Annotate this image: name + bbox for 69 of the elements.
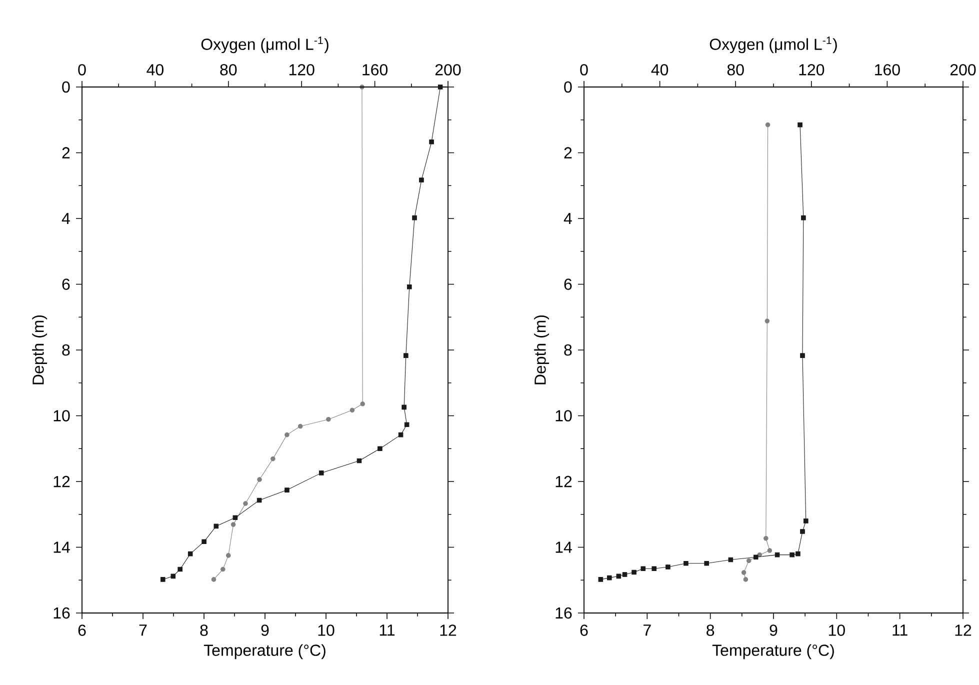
x2-tick-label: 40	[651, 64, 668, 76]
x2-axis-title: Oxygen (μmol L$^{-1}$)	[201, 36, 328, 54]
x-tick-label: 11	[380, 624, 395, 636]
y-tick-label: 8	[564, 344, 572, 356]
point	[298, 424, 303, 429]
x2-tick-label: 40	[146, 64, 164, 76]
point	[360, 402, 366, 406]
x-tick-label: 8	[706, 624, 714, 636]
x-tick-label: 10	[828, 624, 845, 636]
y-axis-title: Depth (m)	[32, 315, 48, 384]
y-tick-label: 4	[564, 213, 572, 224]
y-tick-label: 8	[62, 344, 70, 356]
x-tick-label: 8	[200, 624, 208, 636]
x2-tick-label: 200	[435, 64, 461, 76]
point	[764, 318, 770, 324]
point	[211, 577, 216, 582]
y-tick-label: 10	[556, 410, 572, 422]
point	[243, 501, 248, 506]
x2-tick-label: 80	[727, 64, 744, 76]
x-tick-label: 11	[892, 624, 908, 636]
point	[741, 570, 746, 575]
y-tick-label: 16	[556, 607, 572, 619]
y-tick-label: 0	[564, 81, 572, 93]
point	[284, 432, 290, 438]
y-tick-label: 2	[564, 147, 572, 158]
x-axis-title: Temperature (°C)	[712, 644, 834, 660]
y-tick-label: 16	[54, 607, 70, 619]
y-tick-label: 4	[62, 213, 70, 224]
point	[270, 456, 276, 462]
y-tick-label: 12	[556, 476, 572, 488]
x2-tick-label: 0	[580, 64, 588, 76]
x-tick-label: 7	[139, 624, 147, 636]
x-tick-label: 6	[78, 624, 86, 636]
x-tick-label: 9	[261, 624, 269, 636]
y-axis-title: Depth (m)	[534, 315, 550, 384]
x-tick-label: 10	[318, 624, 334, 636]
x-axis-title: Temperature (°C)	[204, 644, 326, 660]
x-tick-label: 7	[644, 624, 651, 636]
x-tick-label: 12	[440, 624, 456, 636]
point	[764, 536, 768, 541]
x-tick-label: 6	[580, 624, 588, 636]
point	[767, 548, 772, 553]
x2-tick-label: 0	[78, 64, 86, 76]
y-tick-label: 6	[62, 278, 70, 290]
y-tick-label: 6	[564, 278, 572, 290]
x2-tick-label: 120	[799, 64, 824, 76]
point	[743, 577, 748, 582]
x2-tick-label: 160	[875, 64, 900, 76]
x2-axis-title: Oxygen (μmol L$^{-1}$)	[710, 36, 837, 54]
x2-tick-label: 200	[950, 64, 976, 76]
x2-tick-label: 80	[220, 64, 237, 76]
y-tick-label: 14	[556, 542, 572, 553]
point	[220, 566, 226, 572]
x2-tick-label: 120	[289, 64, 314, 76]
x2-tick-label: 160	[362, 64, 388, 76]
x-tick-label: 9	[770, 624, 778, 636]
point	[230, 522, 236, 527]
y-tick-label: 0	[62, 81, 70, 93]
point	[350, 408, 355, 413]
point	[257, 477, 262, 482]
point	[326, 416, 331, 422]
point	[746, 558, 752, 564]
x-tick-label: 12	[955, 624, 972, 636]
y-tick-label: 10	[54, 410, 70, 422]
y-tick-label: 14	[54, 542, 70, 553]
point	[765, 122, 770, 128]
y-tick-label: 12	[54, 476, 70, 488]
y-tick-label: 2	[62, 147, 70, 158]
point	[226, 553, 231, 558]
